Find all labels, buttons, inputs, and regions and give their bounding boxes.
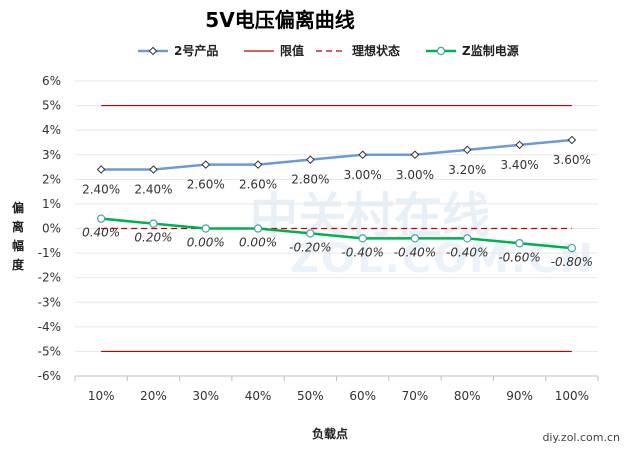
data-label-z: -0.80% (551, 255, 593, 269)
y-tick-label: 5% (42, 99, 61, 113)
x-axis-title: 负载点 (312, 426, 348, 441)
data-label-product2: 3.20% (448, 163, 486, 177)
legend-item: 理想状态 (316, 43, 400, 58)
source-credit: diy.zol.com.cn (542, 431, 620, 444)
legend-label: 限值 (280, 43, 304, 58)
data-point-product2 (462, 145, 472, 155)
x-tick-label: 10% (88, 389, 115, 403)
data-point-z (358, 234, 367, 243)
y-tick-label: 3% (42, 148, 61, 162)
x-tick-label: 50% (297, 389, 324, 403)
legend-label: 理想状态 (352, 43, 400, 58)
x-tick-label: 20% (140, 389, 167, 403)
x-tick-label: 30% (192, 389, 219, 403)
data-label-product2: 2.80% (291, 173, 329, 187)
data-point-product2 (567, 135, 577, 145)
legend: 2号产品 限值 理想状态 Z监制电源 (138, 43, 519, 58)
x-tick-label: 60% (349, 389, 376, 403)
data-point-product2 (358, 150, 367, 160)
legend-label: 2号产品 (174, 43, 218, 58)
data-label-z: 0.40% (82, 226, 120, 240)
y-tick-label: -3% (38, 295, 61, 309)
x-tick-label: 90% (506, 389, 533, 403)
data-point-z (567, 243, 577, 253)
data-point-z (201, 224, 210, 233)
legend-item: 限值 (244, 43, 304, 58)
data-label-z: 0.00% (239, 236, 277, 250)
data-labels: 2.40% 2.40% 2.60% 2.60% 2.80% 3.00% 3.00% 3.20%… (82, 153, 593, 269)
data-label-product2: 3.00% (344, 168, 382, 182)
series-line-z (101, 217, 572, 250)
y-tick-label: 4% (42, 123, 61, 137)
y-tick-label: 2% (42, 172, 61, 186)
data-point-product2 (306, 155, 315, 164)
chart-title: 5V电压偏离曲线 (205, 8, 354, 32)
data-point-product2 (515, 140, 524, 150)
data-label-z: 0.00% (187, 236, 225, 250)
y-tick-label: -4% (38, 320, 61, 334)
data-label-product2: 2.60% (187, 178, 225, 192)
data-point-product2 (96, 165, 106, 174)
data-label-product2: 2.40% (134, 183, 172, 197)
data-point-z (253, 224, 263, 233)
legend-item: Z监制电源 (426, 43, 519, 58)
y-axis-title: 偏离幅度 (12, 200, 25, 272)
data-point-z (515, 239, 524, 248)
data-label-z: -0.40% (341, 245, 383, 259)
y-tick-label: -6% (38, 369, 61, 383)
data-label-product2: 3.40% (500, 158, 538, 172)
watermark-sub: ZOL.COM.CN (290, 236, 595, 282)
x-tick-label: 40% (245, 389, 272, 403)
data-label-product2: 3.60% (553, 153, 591, 167)
y-tick-label: 0% (42, 222, 61, 236)
data-label-product2: 2.40% (82, 183, 120, 197)
legend-item: 2号产品 (138, 43, 218, 58)
x-tick-label: 100% (555, 389, 589, 403)
data-point-z (410, 234, 420, 243)
axis-titles: 偏离幅度 负载点 (12, 200, 348, 441)
x-tick-label: 70% (402, 389, 429, 403)
data-label-z: -0.40% (446, 245, 488, 259)
x-axis-ticks: 10% 20% 30% 40% 50% 60% 70% 80% 90% 100% (74, 376, 599, 403)
series-layer (96, 104, 577, 353)
y-tick-label: -1% (38, 246, 61, 260)
data-label-z: -0.60% (498, 250, 540, 264)
legend-marker (148, 46, 158, 56)
legend-label: Z监制电源 (462, 43, 519, 58)
data-point-z (306, 229, 315, 238)
y-tick-label: 6% (42, 74, 61, 88)
watermark-main: 中关村在线 (250, 188, 490, 244)
data-label-product2: 2.60% (239, 178, 277, 192)
x-tick-label: 80% (454, 389, 481, 403)
y-tick-label: -2% (38, 271, 61, 285)
legend-marker (436, 46, 446, 56)
y-tick-label: -5% (38, 344, 61, 358)
data-label-z: -0.40% (394, 245, 436, 259)
data-label-z: -0.20% (289, 240, 331, 254)
series-line-product2 (101, 138, 572, 171)
y-axis-ticks: 6% 5% 4% 3% 2% 1% 0% -1% -2% -3% -4% -5% -6% (38, 74, 61, 383)
watermark: 中关村在线 ZOL.COM.CN (250, 188, 595, 282)
data-label-product2: 3.00% (396, 168, 434, 182)
data-point-product2 (149, 165, 158, 174)
y-tick-label: 1% (42, 197, 61, 211)
data-point-z (149, 219, 158, 228)
data-point-z (463, 234, 472, 243)
data-point-product2 (201, 160, 211, 169)
data-point-product2 (253, 160, 263, 169)
data-point-z (96, 214, 106, 223)
data-label-z: 0.20% (134, 231, 172, 245)
data-point-product2 (410, 150, 420, 160)
